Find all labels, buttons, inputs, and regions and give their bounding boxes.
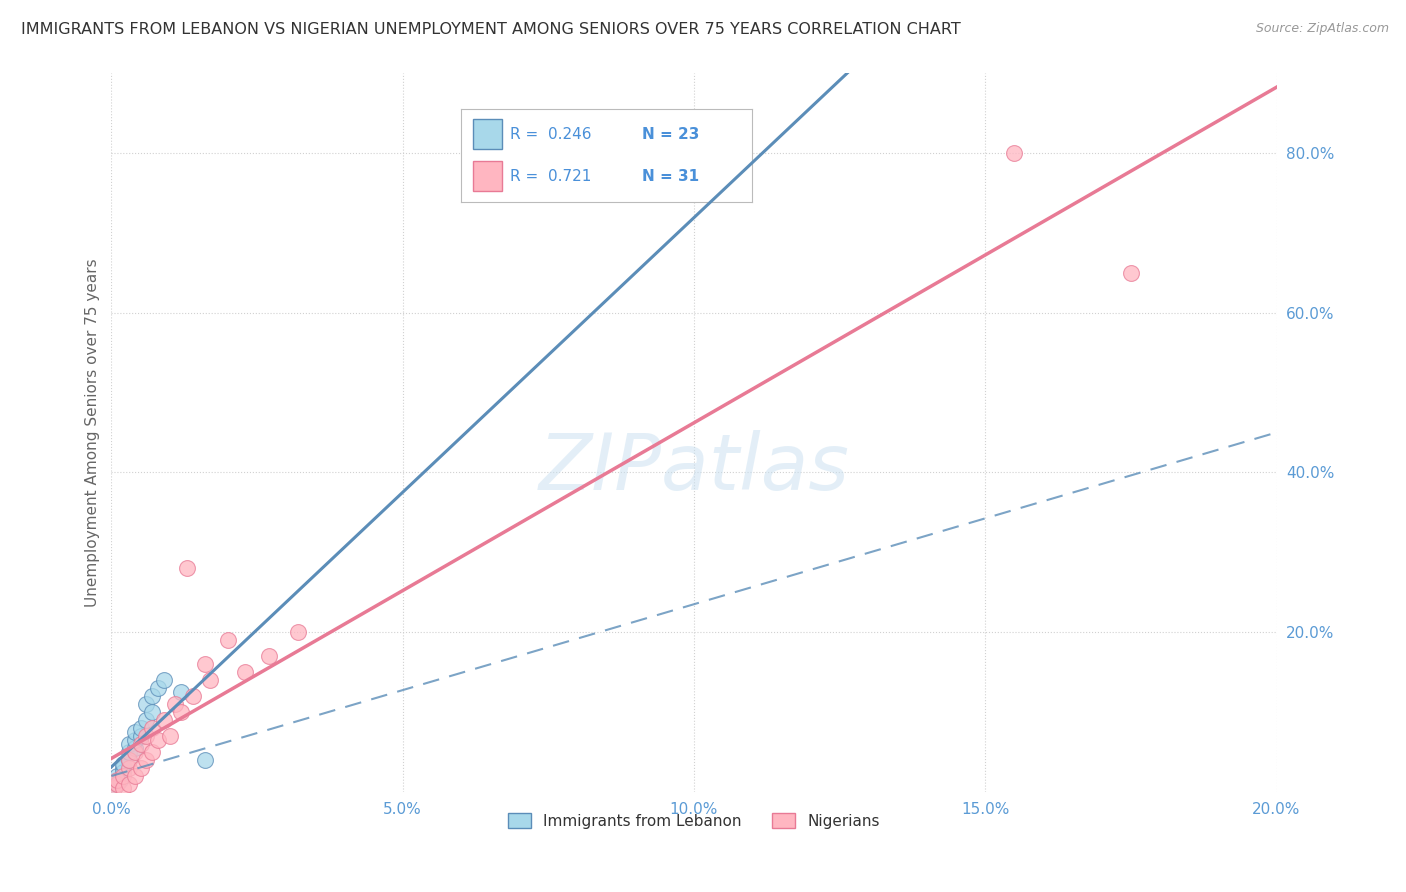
Point (135, 753, 157, 767)
Legend: Immigrants from Lebanon, Nigerians: Immigrants from Lebanon, Nigerians (502, 806, 886, 835)
Point (105, 769, 128, 783)
Point (146, 681, 169, 695)
Text: Source: ZipAtlas.com: Source: ZipAtlas.com (1256, 22, 1389, 36)
Point (287, 625, 309, 640)
Point (129, 761, 152, 775)
Point (118, 753, 141, 767)
Point (181, 689, 204, 703)
Point (124, 769, 146, 783)
Point (118, 745, 141, 759)
Text: IMMIGRANTS FROM LEBANON VS NIGERIAN UNEMPLOYMENT AMONG SENIORS OVER 75 YEARS COR: IMMIGRANTS FROM LEBANON VS NIGERIAN UNEM… (21, 22, 960, 37)
Point (129, 721, 152, 735)
Point (146, 733, 169, 747)
Point (194, 657, 217, 672)
Point (124, 745, 146, 759)
Point (118, 777, 141, 791)
Point (235, 665, 257, 680)
Point (118, 761, 141, 775)
Point (124, 733, 146, 747)
Point (135, 713, 157, 727)
Point (200, 673, 222, 687)
Point (103, 780, 125, 795)
Point (141, 721, 163, 735)
Point (105, 777, 128, 791)
Point (112, 757, 135, 772)
Point (176, 561, 198, 575)
Point (141, 745, 163, 759)
Point (112, 761, 135, 775)
Point (105, 777, 128, 791)
Point (170, 705, 193, 719)
Point (165, 697, 187, 711)
Point (153, 713, 176, 727)
Point (170, 685, 193, 699)
Point (141, 705, 163, 719)
Point (124, 741, 146, 756)
Point (129, 737, 152, 751)
Point (141, 689, 163, 703)
Text: ZIPatlas: ZIPatlas (538, 431, 849, 507)
Point (112, 780, 135, 795)
Point (217, 633, 239, 648)
Point (105, 772, 128, 787)
Point (124, 725, 146, 739)
Point (103, 780, 125, 795)
Point (153, 673, 176, 687)
Point (112, 769, 135, 783)
Point (257, 649, 280, 664)
Point (112, 764, 135, 779)
Point (135, 729, 157, 743)
Y-axis label: Unemployment Among Seniors over 75 years: Unemployment Among Seniors over 75 years (86, 258, 100, 607)
Point (194, 753, 217, 767)
Point (1119, 266, 1142, 280)
Point (135, 697, 157, 711)
Point (129, 729, 152, 743)
Point (118, 737, 141, 751)
Point (108, 772, 131, 787)
Point (159, 729, 181, 743)
Point (1002, 145, 1025, 160)
Point (118, 753, 141, 767)
